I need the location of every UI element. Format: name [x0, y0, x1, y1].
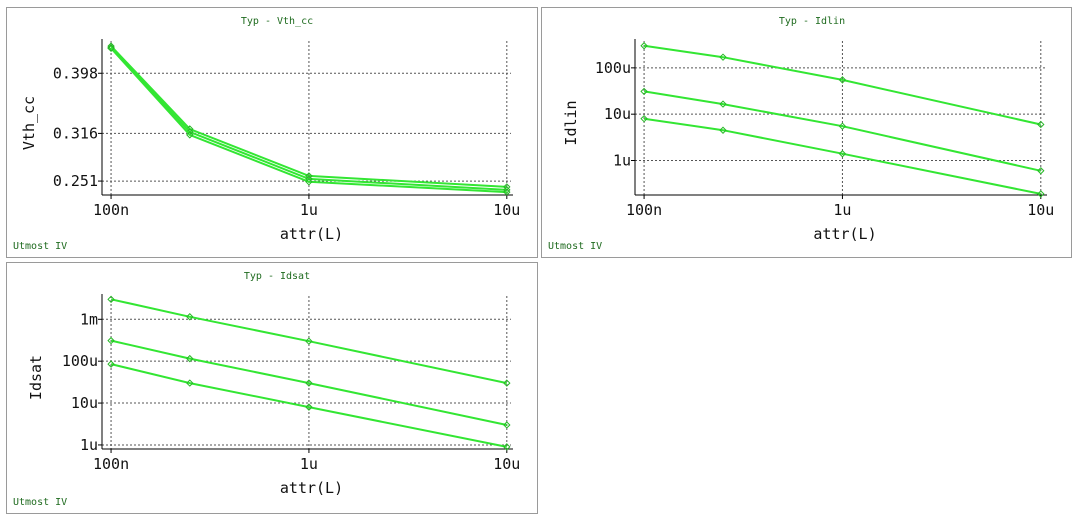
- idsat-x-tick-label-0: 100n: [93, 455, 129, 473]
- idsat-series-2-point-0: [107, 360, 115, 368]
- idsat-series-0-point-2: [305, 337, 313, 345]
- idlin-x-tick-label-0: 100n: [626, 201, 662, 219]
- idsat-series-0-line: [110, 298, 508, 385]
- idsat-y-tick-label-3: 1m: [80, 310, 98, 328]
- vth-cc-series-0-point-3: [503, 183, 511, 191]
- idsat-y-tick-label-0: 1u: [80, 436, 98, 454]
- chart-panel-vth-cc: Typ - Vth_cc 100n 1u 10u 0.251 0.316 0.398 attr…: [6, 7, 538, 258]
- idlin-series-0-line: [643, 44, 1042, 126]
- vth-cc-series-1-point-3: [503, 186, 511, 194]
- idsat-y-tick-label-2: 100u: [62, 352, 98, 370]
- idsat-series-0-point-1: [186, 313, 194, 321]
- idlin-series-2-point-0: [640, 114, 648, 123]
- vth-cc-y-tick-label-1: 0.316: [53, 124, 98, 142]
- idlin-title: Typ - Idlin: [779, 16, 845, 27]
- idlin-x-tick-label-2: 10u: [1027, 201, 1054, 219]
- vth-cc-x-tick-label-1: 1u: [300, 201, 318, 219]
- vth-cc-series-2-point-1: [186, 131, 194, 139]
- idsat-series-1-point-0: [107, 336, 115, 345]
- idsat-x-axis-label: attr(L): [280, 479, 343, 497]
- idsat-series-1-point-2: [305, 379, 313, 387]
- idlin-footer: Utmost IV: [548, 241, 602, 252]
- idsat-series-2-point-2: [305, 403, 313, 411]
- vth-cc-x-axis-label: attr(L): [280, 225, 343, 243]
- vth-cc-y-axis-label: Vth_cc: [20, 96, 38, 150]
- vth-cc-series-1-line: [110, 46, 507, 191]
- idlin-x-tick-label-1: 1u: [833, 201, 851, 219]
- vth-cc-series-2-point-0: [107, 44, 115, 53]
- vth-cc-series-2-point-3: [503, 188, 511, 196]
- chart-panel-idsat: Typ - Idsat 100n 1u 10u 1u 10u 100u 1m attr(L) Id…: [6, 262, 538, 514]
- vth-cc-title: Typ - Vth_cc: [241, 16, 313, 27]
- vth-cc-y-tick-label-2: 0.398: [53, 64, 98, 82]
- idlin-series-2-point-1: [719, 126, 727, 134]
- vth-cc-series-2-line: [110, 47, 507, 194]
- idsat-series-2-point-1: [186, 379, 194, 387]
- chart-vth-cc: Typ - Vth_cc 100n 1u 10u 0.251 0.316 0.398 attr…: [13, 16, 520, 252]
- vth-cc-x-tick-label-2: 10u: [493, 201, 520, 219]
- idlin-series-1-point-0: [640, 87, 648, 96]
- idlin-series-2-line: [643, 117, 1041, 195]
- vth-cc-series-0-line: [110, 45, 507, 188]
- idlin-series-0-point-3: [1037, 120, 1045, 129]
- idlin-series-2-point-3: [1037, 190, 1045, 198]
- idlin-series-1-line: [643, 90, 1042, 172]
- vth-cc-x-tick-label-0: 100n: [93, 201, 129, 219]
- idsat-series-0-point-0: [107, 295, 115, 304]
- idlin-series-0-point-2: [838, 76, 847, 84]
- chart-idlin: Typ - Idlin 100n 1u 10u 1u 10u 100u attr(L) Idli…: [548, 16, 1054, 252]
- vth-cc-series-1-point-0: [107, 43, 115, 52]
- idlin-series-1-point-3: [1037, 167, 1045, 175]
- idsat-x-tick-label-2: 10u: [493, 455, 520, 473]
- idlin-x-axis-label: attr(L): [813, 225, 876, 243]
- idsat-footer: Utmost IV: [13, 497, 67, 508]
- idlin-series-2-point-2: [838, 150, 847, 158]
- idlin-series-0-point-0: [640, 42, 648, 50]
- idsat-series-2-line: [110, 363, 507, 448]
- idlin-y-tick-label-0: 1u: [613, 152, 631, 170]
- idlin-series-0-point-1: [719, 53, 727, 61]
- vth-cc-y-tick-label-0: 0.251: [53, 172, 98, 190]
- idsat-y-tick-label-1: 10u: [71, 394, 98, 412]
- chart-panel-idlin: Typ - Idlin 100n 1u 10u 1u 10u 100u attr(L) Idli…: [541, 7, 1072, 258]
- idlin-y-tick-label-1: 10u: [604, 105, 631, 123]
- idsat-series-1-point-3: [503, 421, 511, 429]
- idlin-y-axis-label: Idlin: [562, 100, 580, 145]
- vth-cc-footer: Utmost IV: [13, 241, 67, 252]
- idlin-series-1-point-2: [838, 122, 847, 130]
- idsat-series-1-line: [110, 339, 508, 426]
- idsat-series-1-point-1: [186, 354, 194, 363]
- idlin-y-tick-label-2: 100u: [595, 59, 631, 77]
- idsat-title: Typ - Idsat: [244, 271, 310, 282]
- idsat-y-axis-label: Idsat: [27, 355, 45, 400]
- idsat-series-2-point-3: [503, 443, 511, 451]
- idlin-series-1-point-1: [719, 100, 727, 108]
- idsat-x-tick-label-1: 1u: [300, 455, 318, 473]
- vth-cc-series-2-point-2: [305, 178, 313, 186]
- idsat-series-0-point-3: [503, 379, 511, 387]
